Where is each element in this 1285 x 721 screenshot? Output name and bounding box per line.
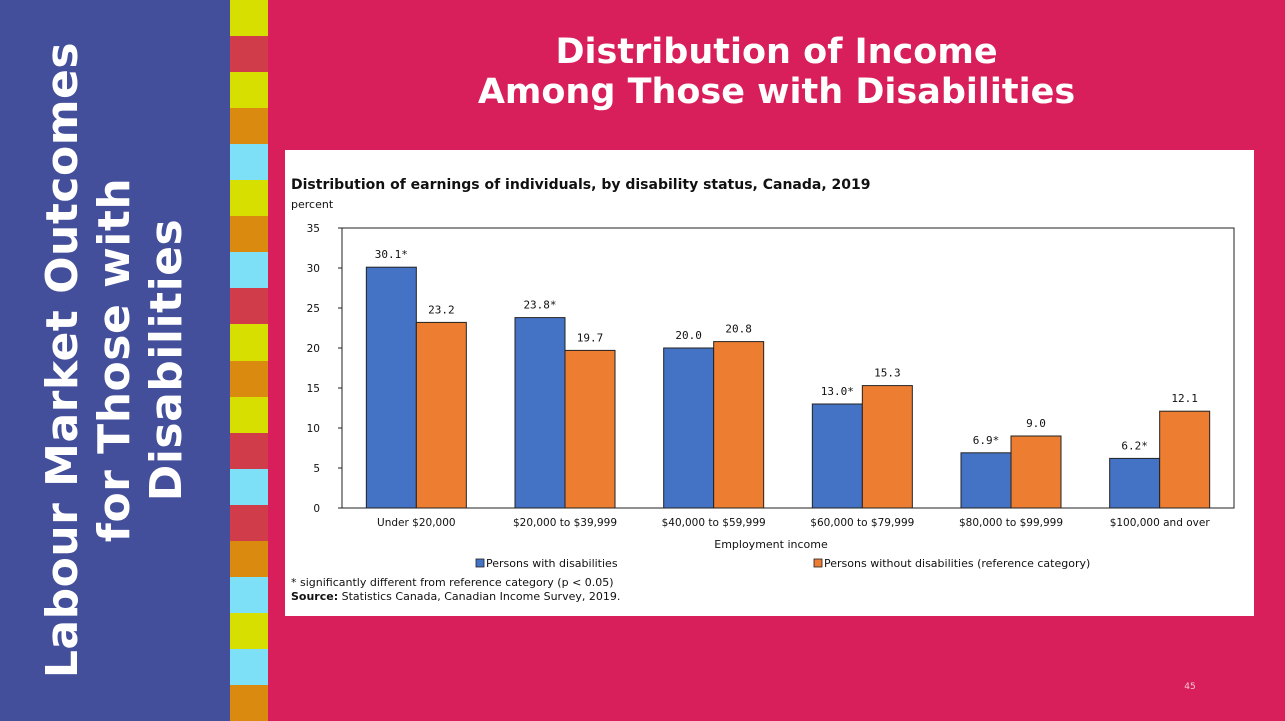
bar-without-disabilities <box>415 321 467 509</box>
stripe-block <box>230 108 268 145</box>
bar-with-disabilities <box>1109 457 1161 509</box>
bar-chart: Distribution of earnings of individuals,… <box>291 177 1235 603</box>
bar-value-label: 12.1 <box>1171 392 1198 405</box>
legend-swatch-persons-with-disabilities <box>475 558 485 568</box>
stripe-block <box>230 252 268 289</box>
stripe-block <box>230 0 268 37</box>
chart-title: Distribution of earnings of individuals,… <box>291 177 870 193</box>
stripe-block <box>230 180 268 217</box>
bar-with-disabilities <box>365 266 417 509</box>
stripe-block <box>230 612 268 650</box>
stripe-block <box>230 468 268 506</box>
page-number: 45 <box>1184 682 1196 692</box>
bar-with-disabilities <box>514 317 566 509</box>
source-text: Statistics Canada, Canadian Income Surve… <box>338 590 620 603</box>
slide-title-line-1: Distribution of Income <box>555 32 998 72</box>
stripe-block <box>230 360 268 398</box>
y-tick-label: 30 <box>307 263 320 275</box>
bar-value-label: 6.2* <box>1121 439 1148 452</box>
bar-with-disabilities <box>663 347 715 509</box>
bar-without-disabilities <box>1010 435 1062 509</box>
bar-value-label: 20.8 <box>725 323 752 336</box>
stripe-block <box>230 216 268 253</box>
stripe-block <box>230 144 268 181</box>
bar-without-disabilities <box>564 349 616 509</box>
bar-value-label: 13.0* <box>821 385 854 398</box>
x-axis-ticks: Under $20,000 $20,000 to $39,999 $40,000 t… <box>377 517 1210 529</box>
x-axis-label: Employment income <box>714 538 828 551</box>
y-tick-label: 10 <box>307 423 320 435</box>
bar-value-label: 19.7 <box>577 331 604 344</box>
bar-value-label: 6.9* <box>973 434 1000 447</box>
source-label: Source: <box>291 590 338 603</box>
chart-source: Source: Statistics Canada, Canadian Inco… <box>291 590 620 603</box>
y-axis-label: percent <box>291 198 334 211</box>
legend-label-persons-with-disabilities: Persons with disabilities <box>486 557 618 570</box>
decorative-color-stripe <box>230 0 268 721</box>
stripe-block <box>230 432 268 470</box>
bar-value-label: 23.2 <box>428 303 455 316</box>
bar-value-label: 15.3 <box>874 367 901 380</box>
y-tick-label: 20 <box>307 343 320 355</box>
bar-with-disabilities <box>811 403 863 509</box>
y-tick-label: 5 <box>313 463 320 475</box>
bar-with-disabilities <box>960 452 1012 509</box>
stripe-block <box>230 36 268 73</box>
bar-value-label: 30.1* <box>375 248 408 261</box>
sidebar: Labour Market Outcomes for Those with Di… <box>0 0 230 721</box>
y-tick-label: 35 <box>307 223 320 235</box>
y-tick-label: 15 <box>307 383 320 395</box>
bar-without-disabilities <box>713 341 765 509</box>
plot-area-frame <box>341 227 1235 509</box>
x-tick-label: $60,000 to $79,999 <box>810 517 914 529</box>
stripe-block <box>230 288 268 325</box>
bar-without-disabilities <box>861 385 913 509</box>
stripe-block <box>230 684 268 721</box>
stripe-block <box>230 396 268 434</box>
chart-panel: Distribution of earnings of individuals,… <box>285 150 1254 616</box>
stripe-block <box>230 648 268 686</box>
stripe-block <box>230 540 268 578</box>
chart-footnote: * significantly different from reference… <box>291 576 614 589</box>
stripe-block <box>230 576 268 614</box>
legend-swatch-persons-without-disabilities <box>813 558 823 568</box>
bar-value-label: 9.0 <box>1026 417 1046 430</box>
stripe-block <box>230 72 268 109</box>
data-labels: 30.1* 23.2 23.8* 19.7 20.0 20.8 13.0* 15.3 6.9* 9… <box>375 248 1198 452</box>
y-tick-label: 25 <box>307 303 320 315</box>
x-tick-label: Under $20,000 <box>377 517 456 529</box>
stripe-block <box>230 504 268 542</box>
bar-without-disabilities <box>1159 410 1211 509</box>
sidebar-title: Labour Market Outcomes for Those with Di… <box>37 41 192 679</box>
legend: Persons with disabilities Persons withou… <box>475 557 1090 570</box>
y-axis-ticks: 0 5 10 15 20 25 30 35 <box>307 223 342 515</box>
slide-title: Distribution of Income Among Those with … <box>268 32 1285 112</box>
bar-value-label: 23.8* <box>523 299 556 312</box>
bar-value-label: 20.0 <box>675 329 702 342</box>
legend-label-persons-without-disabilities: Persons without disabilities (reference … <box>824 557 1090 570</box>
bars <box>365 266 1211 509</box>
slide-title-line-2: Among Those with Disabilities <box>477 72 1076 112</box>
x-tick-label: $100,000 and over <box>1110 517 1211 529</box>
x-tick-label: $40,000 to $59,999 <box>662 517 766 529</box>
stripe-block <box>230 324 268 361</box>
x-tick-label: $80,000 to $99,999 <box>959 517 1063 529</box>
y-tick-label: 0 <box>313 503 320 515</box>
x-tick-label: $20,000 to $39,999 <box>513 517 617 529</box>
